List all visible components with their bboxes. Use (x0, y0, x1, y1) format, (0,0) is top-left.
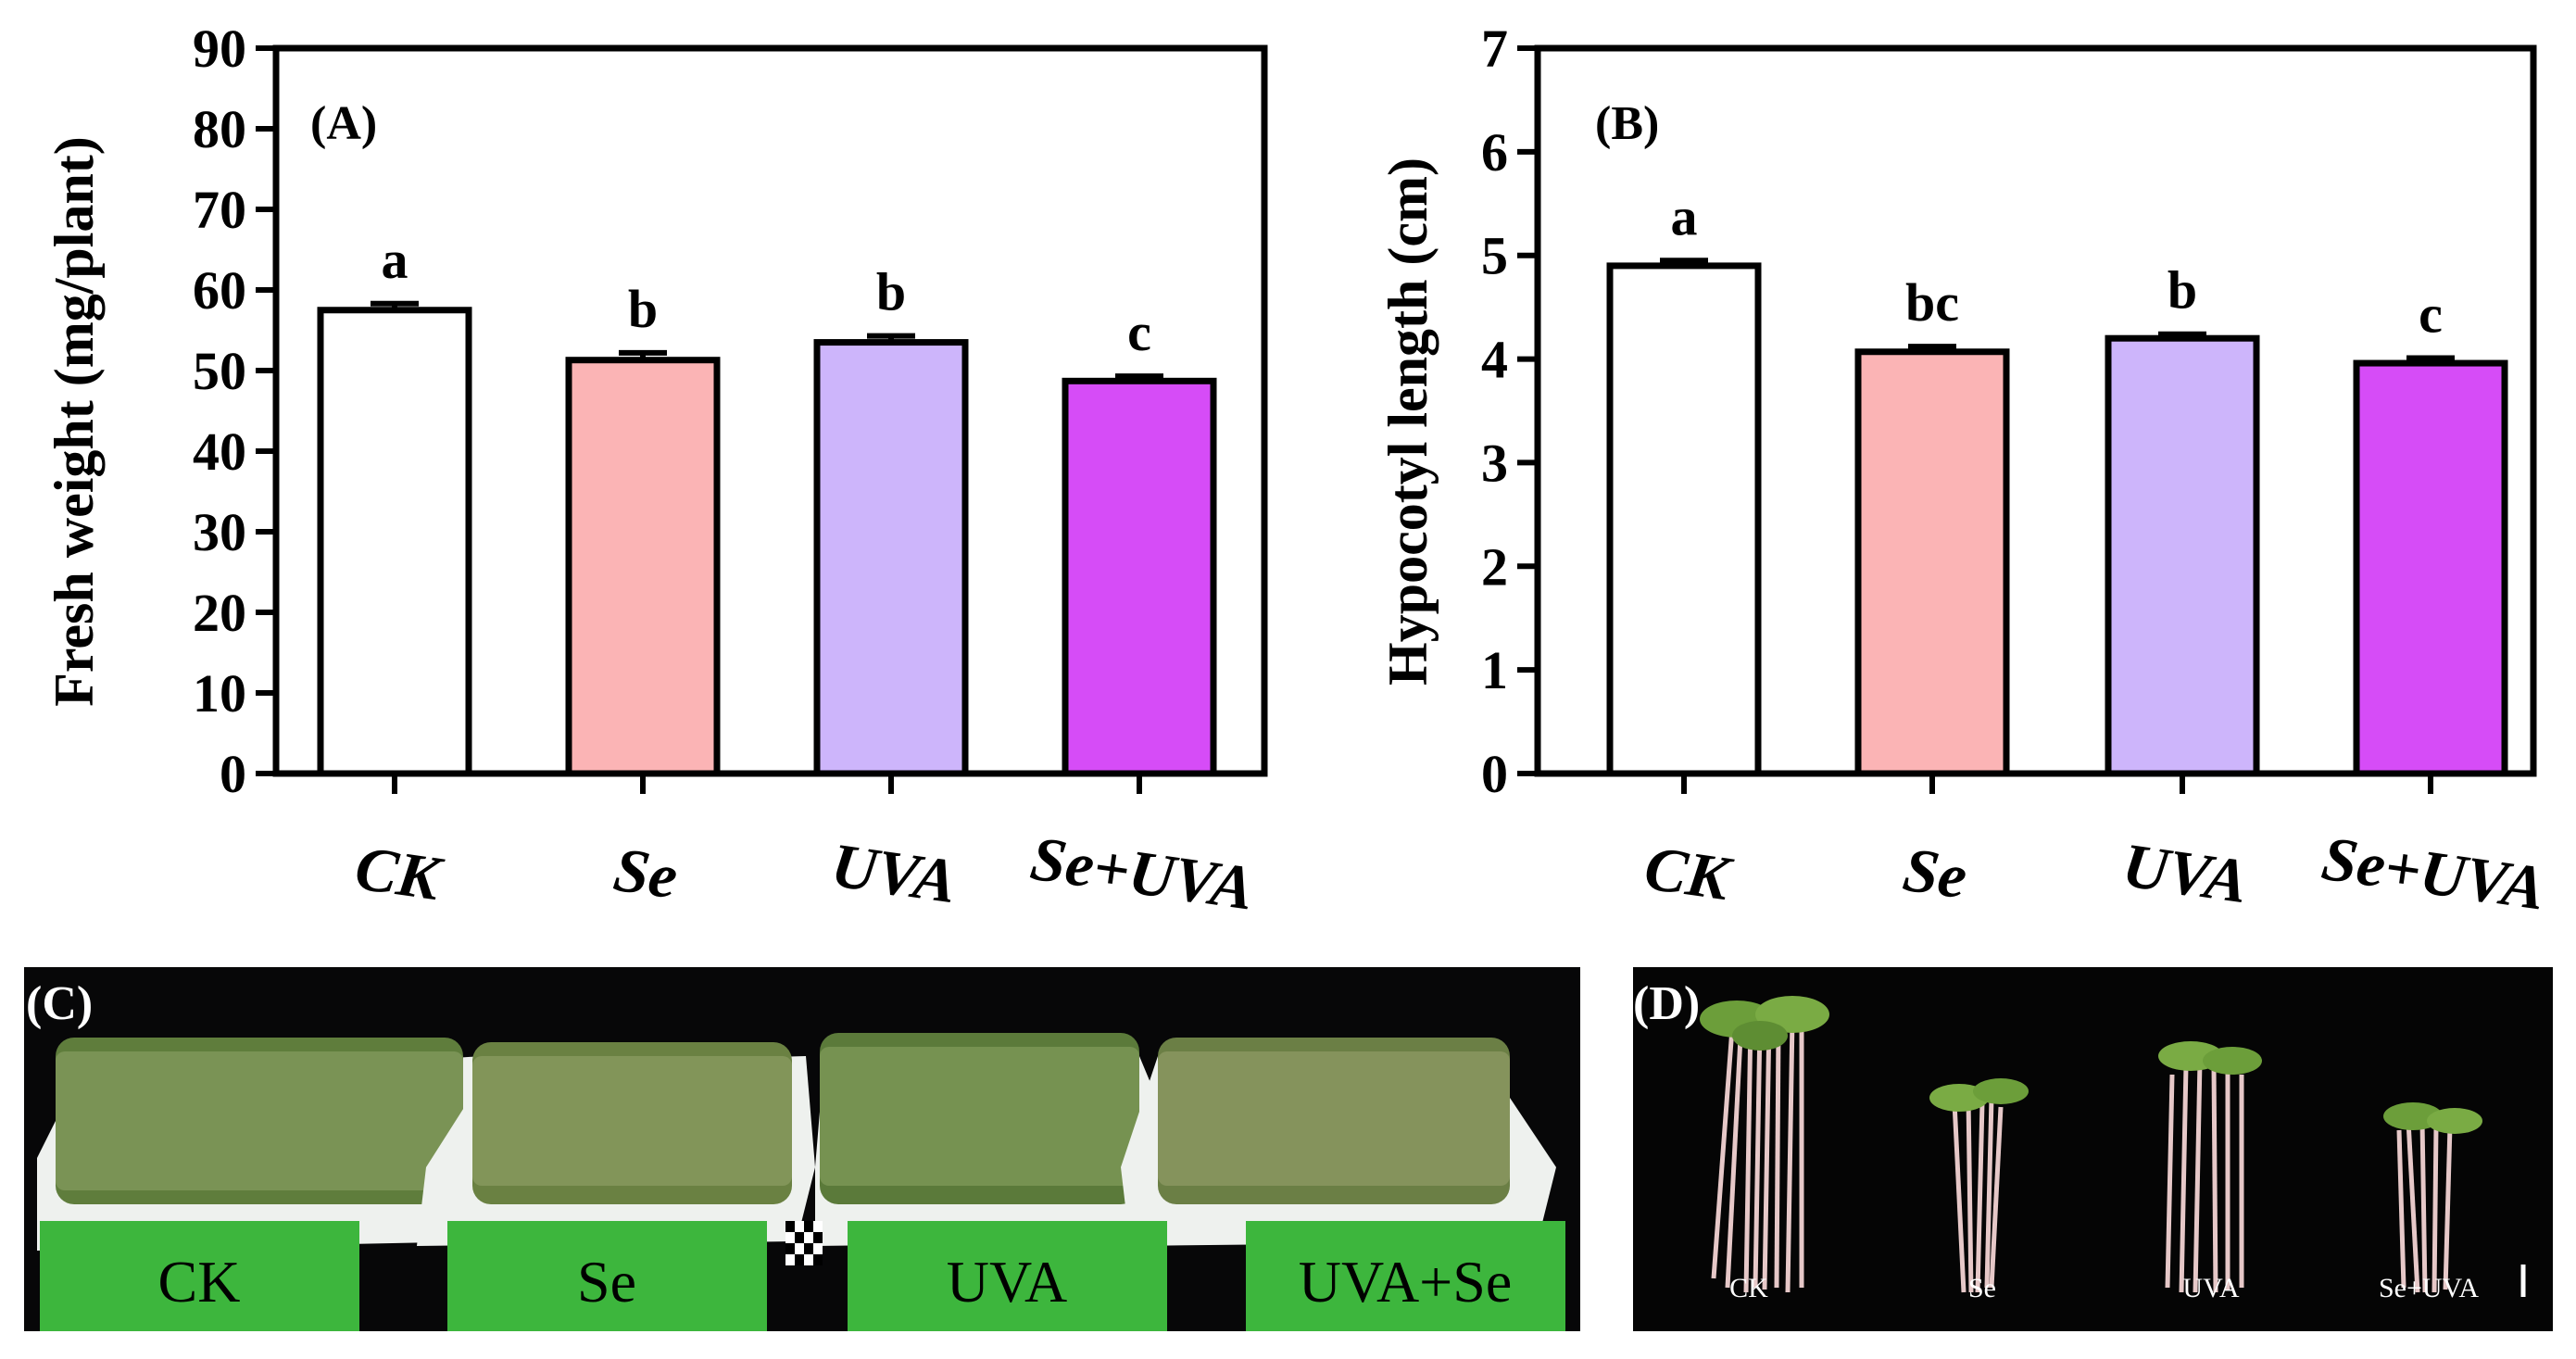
y-tick-label-a-6: 60 (193, 260, 246, 321)
y-tick-label-b-3: 3 (1481, 433, 1508, 493)
y-tick-label-b-4: 4 (1481, 330, 1508, 390)
chart-b: (B) Hypocotyl length (cm) abc b c01234567C… (1377, 19, 2549, 924)
sig-letter-a-2: b (876, 262, 906, 322)
chart-a: (A) Fresh weight (mg/plant) a b b c 0 10 20 30 4… (44, 19, 1268, 924)
sig-letter-a-1: b (628, 279, 658, 339)
label-c-uva: UVA (947, 1249, 1067, 1315)
label-d-se-uva: Se+UVA (2379, 1273, 2479, 1303)
seedlings-ck (1711, 1018, 1804, 1293)
y-tick-label-a-0: 0 (220, 744, 246, 804)
sig-letter-b-1: bc (1905, 272, 1959, 333)
x-tick-label-b-2: UVA (2118, 829, 2252, 916)
y-tick-label-b-2: 2 (1481, 536, 1508, 597)
y-axis-label-b: Hypocotyl length (cm) (1377, 157, 1439, 686)
label-box-ck (40, 1221, 359, 1331)
panel-label-c: (C) (26, 977, 93, 1030)
bar-b-0 (1606, 262, 1762, 777)
sig-letter-a-3: c (1127, 302, 1151, 362)
x-tick-label-a-2: UVA (827, 829, 961, 916)
bar-b-1 (1854, 348, 2010, 777)
y-tick-label-a-9: 90 (193, 19, 246, 79)
panel-label-a: (A) (310, 97, 377, 150)
panel-label-b: (B) (1595, 97, 1659, 150)
plot-frame-a (272, 44, 1268, 777)
y-tick-label-a-3: 30 (193, 502, 246, 562)
tray-ck (37, 1038, 500, 1251)
tray-uva (815, 1033, 1186, 1246)
y-tick-label-a-8: 80 (193, 99, 246, 159)
tray-se (417, 1042, 815, 1246)
panel-label-d: (D) (1633, 977, 1700, 1030)
x-tick-label-b-0: CK (1640, 832, 1738, 914)
photo-c: CK Se UVA UVA+Se (C) (24, 967, 1580, 1331)
label-c-uva-se: UVA+Se (1299, 1249, 1513, 1315)
bar-b-3 (2353, 359, 2508, 777)
label-box-se (447, 1221, 767, 1331)
bar-a-0 (317, 307, 472, 777)
checker-marker (785, 1221, 823, 1265)
x-tick-label-b-3: Se+UVA (2318, 823, 2549, 924)
x-tick-label-b-1: Se (1899, 834, 1971, 912)
y-tick-label-a-4: 40 (193, 422, 246, 482)
sig-letter-b-3: c (2419, 283, 2443, 344)
label-c-ck: CK (158, 1249, 241, 1315)
seedlings-se-uva (2396, 1120, 2453, 1293)
label-c-se: Se (577, 1249, 636, 1315)
y-tick-label-b-6: 6 (1481, 122, 1508, 182)
y-tick-label-a-1: 10 (193, 663, 246, 724)
label-box-uva-se (1246, 1221, 1565, 1331)
y-axis-label-a: Fresh weight (mg/plant) (44, 136, 105, 707)
y-tick-label-a-2: 20 (193, 583, 246, 643)
x-tick-label-a-1: Se (609, 834, 682, 912)
bar-a-3 (1062, 377, 1217, 777)
y-tick-label-a-5: 50 (193, 341, 246, 401)
seedlings-se (1952, 1097, 2004, 1293)
y-tick-label-b-5: 5 (1481, 226, 1508, 286)
sig-letter-b-2: b (2168, 260, 2197, 321)
bar-b-2 (2105, 334, 2260, 777)
bar-a-1 (565, 357, 721, 777)
y-tick-label-b-0: 0 (1481, 744, 1508, 804)
y-tick-label-b-7: 7 (1481, 19, 1508, 79)
photo-d: CK Se UVA Se+UVA (D) (1633, 967, 2553, 1331)
sig-letter-a-0: a (382, 230, 408, 290)
sig-letter-b-0: a (1671, 186, 1698, 246)
x-tick-label-a-3: Se+UVA (1026, 823, 1258, 924)
tray-uva-se (1121, 1038, 1556, 1246)
label-d-se: Se (1968, 1273, 1996, 1303)
bar-a-2 (813, 339, 969, 777)
seedlings-uva (2165, 1060, 2244, 1293)
label-box-uva (848, 1221, 1167, 1331)
x-tick-label-a-0: CK (351, 832, 448, 914)
label-d-ck: CK (1729, 1273, 1768, 1303)
plot-frame-b (1534, 44, 2537, 777)
y-tick-label-a-7: 70 (193, 180, 246, 240)
y-tick-label-b-1: 1 (1481, 640, 1508, 700)
label-d-uva: UVA (2182, 1273, 2239, 1303)
